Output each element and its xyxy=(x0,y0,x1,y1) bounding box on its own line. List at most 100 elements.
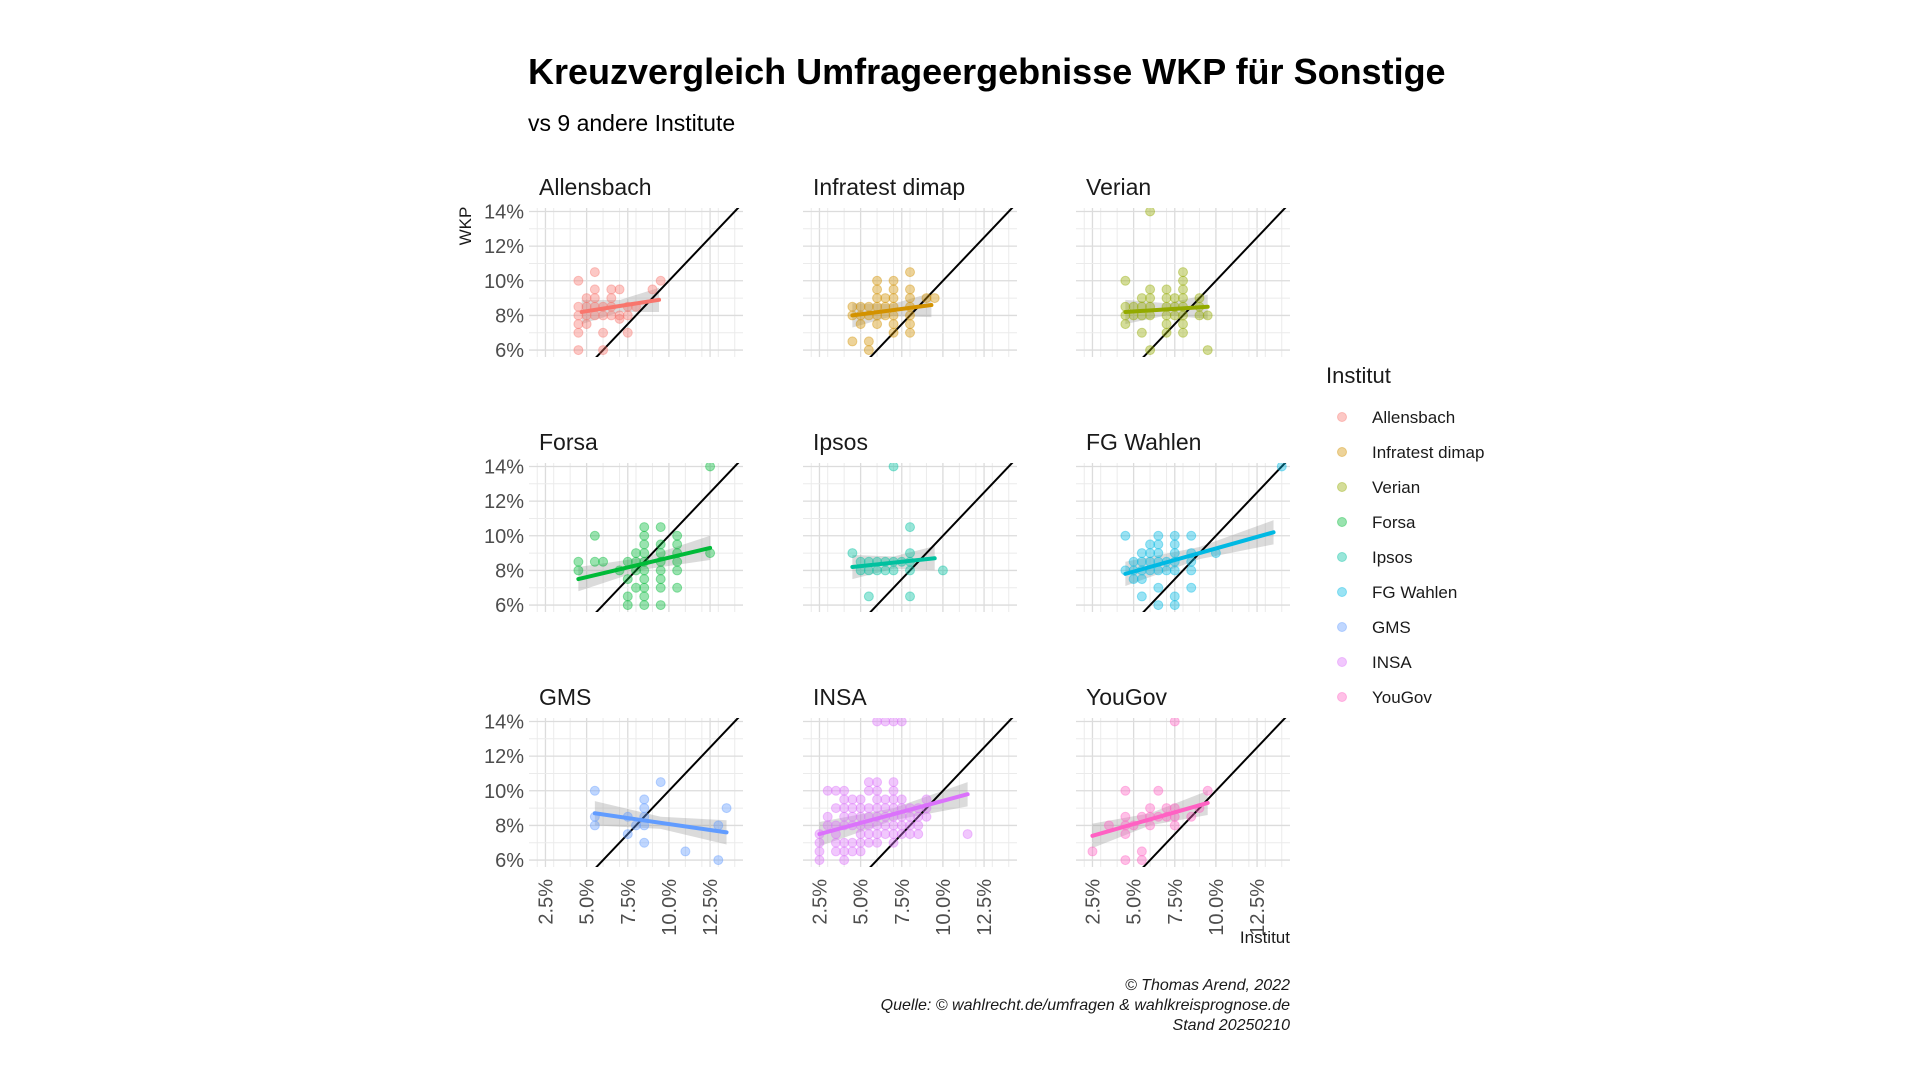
data-point xyxy=(888,777,899,788)
data-point xyxy=(639,565,650,576)
plot-area xyxy=(814,718,1014,867)
facet-gms: GMS 6% 8% 10% 12% 14% 2.5% 5.0% 7.5% 10.0% 12.5% xyxy=(484,684,743,936)
data-point xyxy=(872,837,883,848)
data-point xyxy=(1161,803,1172,814)
data-point xyxy=(1153,582,1164,593)
data-point xyxy=(598,310,609,321)
data-point xyxy=(1194,310,1205,321)
data-point xyxy=(573,565,584,576)
data-point xyxy=(905,522,915,533)
y-tick-label: 6% xyxy=(495,340,524,362)
data-point xyxy=(880,829,891,840)
x-tick-label: 7.5% xyxy=(618,879,640,925)
data-point xyxy=(830,803,841,814)
data-point xyxy=(614,310,625,321)
data-point xyxy=(1120,275,1131,286)
legend-item-yougov: YouGov xyxy=(1337,688,1432,707)
y-tick-label: 8% xyxy=(495,305,524,327)
data-point xyxy=(1178,267,1188,278)
gridlines xyxy=(1076,718,1290,867)
data-point xyxy=(921,811,932,822)
gridlines xyxy=(529,463,743,612)
facet-panels: Allensbach 6% 8% 10% 12% 14% Infratest dimap Ve… xyxy=(484,174,1290,936)
data-point xyxy=(598,345,609,356)
data-point xyxy=(573,319,584,330)
data-point xyxy=(1145,548,1156,559)
x-tick-label: 10.0% xyxy=(933,879,955,936)
data-point xyxy=(614,284,625,295)
x-tick-label: 10.0% xyxy=(1206,879,1228,936)
data-point xyxy=(1186,811,1197,822)
data-point xyxy=(622,600,633,611)
data-point xyxy=(713,820,724,831)
data-point xyxy=(1178,275,1188,286)
data-point xyxy=(896,718,907,727)
x-tick-label: 7.5% xyxy=(1165,879,1187,925)
data-point xyxy=(905,565,915,576)
legend-key xyxy=(1337,692,1347,702)
y-tick-label: 6% xyxy=(495,595,524,617)
data-point xyxy=(880,794,891,805)
data-point xyxy=(847,301,858,312)
data-point xyxy=(880,803,891,814)
y-axis-title: WKP xyxy=(456,207,475,246)
data-point xyxy=(1202,785,1213,796)
data-point xyxy=(1169,591,1180,602)
data-point xyxy=(905,829,915,840)
data-point xyxy=(847,336,858,347)
data-point xyxy=(639,574,650,585)
data-point xyxy=(855,829,866,840)
data-point xyxy=(573,327,584,338)
facet-forsa: Forsa 6% 8% 10% 12% 14% xyxy=(484,429,743,617)
data-point xyxy=(905,284,915,295)
identity-line xyxy=(595,718,740,867)
identity-line xyxy=(869,718,1014,867)
legend-title: Institut xyxy=(1326,363,1391,388)
data-point xyxy=(888,820,899,831)
facet-yougov: YouGov 2.5% 5.0% 7.5% 10.0% 12.5% xyxy=(1076,684,1290,936)
data-point xyxy=(1153,548,1164,559)
data-point xyxy=(672,530,683,541)
data-point xyxy=(1120,855,1131,866)
y-tick-label: 6% xyxy=(495,850,524,872)
y-tick-label: 12% xyxy=(484,491,524,513)
data-point xyxy=(1169,548,1180,559)
facet-infratest-dimap: Infratest dimap xyxy=(803,174,1017,357)
data-point xyxy=(1178,310,1188,321)
data-point xyxy=(913,820,924,831)
y-tick-label: 10% xyxy=(484,271,524,293)
data-point xyxy=(888,718,899,727)
data-point xyxy=(888,785,899,796)
legend-item-gms: GMS xyxy=(1337,618,1411,637)
data-point xyxy=(872,777,883,788)
y-tick-label: 8% xyxy=(495,560,524,582)
data-point xyxy=(655,777,666,788)
data-point xyxy=(589,284,600,295)
x-axis-title: Institut xyxy=(1240,928,1290,947)
data-point xyxy=(863,591,874,602)
legend-label: INSA xyxy=(1372,653,1412,672)
data-point xyxy=(1161,319,1172,330)
data-point xyxy=(1136,556,1147,567)
data-point xyxy=(581,319,592,330)
data-point xyxy=(1153,539,1164,550)
x-tick-label: 12.5% xyxy=(700,879,722,936)
facet-fg-wahlen: FG Wahlen xyxy=(1076,429,1290,612)
data-point xyxy=(1169,820,1180,831)
data-point xyxy=(896,794,907,805)
legend-item-forsa: Forsa xyxy=(1337,513,1416,532)
data-point xyxy=(1136,327,1147,338)
data-point xyxy=(905,319,915,330)
identity-line xyxy=(595,463,740,612)
trend-line xyxy=(850,303,934,318)
data-point xyxy=(1128,556,1139,567)
points-allensbach xyxy=(573,267,666,356)
data-point xyxy=(872,293,883,304)
data-point xyxy=(847,794,858,805)
data-point xyxy=(839,846,850,857)
data-point xyxy=(872,820,883,831)
gridlines xyxy=(803,718,1017,867)
legend-item-fg-wahlen: FG Wahlen xyxy=(1337,583,1457,602)
x-tick-label: 12.5% xyxy=(1247,879,1269,936)
